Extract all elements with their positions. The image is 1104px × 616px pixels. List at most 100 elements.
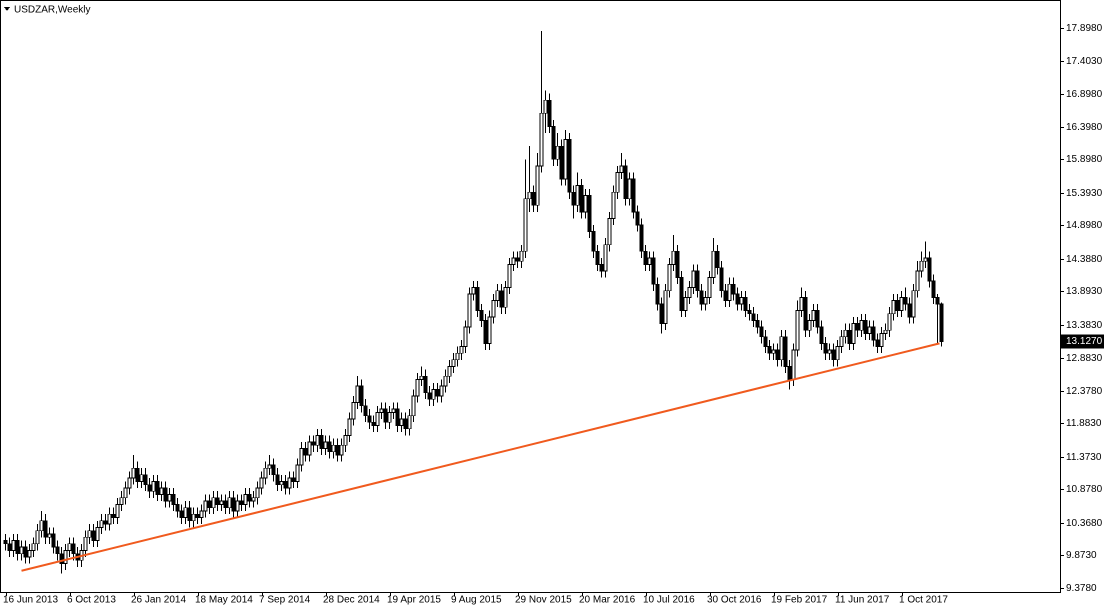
candle-body	[499, 290, 504, 308]
candle-body	[919, 260, 924, 272]
candle-body	[859, 319, 864, 331]
candle-body	[463, 326, 468, 348]
candle-body	[407, 415, 412, 430]
candle-body	[779, 336, 784, 361]
x-tick-label: 9 Aug 2015	[451, 595, 502, 606]
candle-body	[759, 326, 764, 338]
x-tick-label: 19 Feb 2017	[771, 595, 828, 606]
x-tick-label: 16 Jun 2013	[3, 595, 58, 606]
candle-body	[95, 526, 100, 541]
candle-body	[83, 536, 88, 551]
candle-body	[803, 296, 808, 331]
candle-body	[403, 418, 408, 430]
candle-body	[799, 296, 804, 311]
candle-body	[375, 411, 380, 426]
y-tick-label: 14.3880	[1066, 254, 1103, 265]
candle-body	[203, 500, 208, 512]
x-tick-label: 26 Jan 2014	[131, 595, 186, 606]
candle-body	[371, 421, 376, 426]
candle-body	[923, 257, 928, 262]
candle-body	[239, 500, 244, 505]
candle-body	[663, 290, 668, 325]
menu-arrow[interactable]	[4, 7, 10, 11]
candle-body	[111, 513, 116, 518]
candle-body	[427, 392, 432, 400]
x-tick-label: 20 Mar 2016	[579, 595, 636, 606]
candle-body	[811, 310, 816, 321]
candle-body	[451, 359, 456, 367]
y-tick-label: 11.3730	[1066, 452, 1102, 463]
candle-body	[319, 434, 324, 449]
candle-body	[59, 553, 64, 564]
candle-body	[411, 395, 416, 417]
candle-body	[727, 283, 732, 302]
candle-body	[615, 172, 620, 193]
candle-body	[711, 250, 716, 279]
candle-body	[543, 99, 548, 114]
candle-body	[907, 303, 912, 318]
trend-line	[21, 342, 940, 572]
candle-body	[563, 139, 568, 180]
candle-body	[151, 480, 156, 492]
candle-body	[271, 464, 276, 476]
candle-body	[715, 250, 720, 269]
candle-body	[847, 329, 852, 344]
x-tick-label: 7 Sep 2014	[259, 595, 311, 606]
candle-body	[471, 287, 476, 295]
x-tick-label: 30 Oct 2016	[707, 595, 762, 606]
candle-body	[515, 257, 520, 262]
candle-body	[791, 349, 796, 380]
candle-body	[351, 402, 356, 420]
candle-body	[627, 178, 632, 200]
candle-body	[507, 264, 512, 288]
candle-body	[839, 336, 844, 348]
candle-body	[31, 543, 36, 551]
candle-body	[163, 487, 168, 502]
candle-body	[587, 195, 592, 233]
candle-body	[887, 313, 892, 331]
candle-body	[255, 487, 260, 499]
candle-body	[591, 231, 596, 252]
candle-body	[419, 375, 424, 380]
x-tick-label: 1 Oct 2017	[899, 595, 948, 606]
candle-body	[135, 467, 140, 482]
candle-body	[331, 444, 336, 453]
candle-body	[259, 477, 264, 489]
candle-body	[743, 296, 748, 311]
candle-body	[679, 277, 684, 311]
candle-body	[27, 549, 32, 558]
candle-body	[443, 375, 448, 387]
y-tick-label: 9.8730	[1066, 550, 1097, 561]
candle-body	[863, 319, 868, 334]
y-tick-label: 16.3980	[1066, 122, 1103, 133]
candle-body	[595, 250, 600, 265]
candle-body	[39, 520, 44, 532]
candle-body	[771, 349, 776, 354]
candle-body	[783, 336, 788, 367]
candle-body	[399, 418, 404, 426]
candle-body	[227, 497, 232, 509]
y-tick-label: 17.8980	[1066, 23, 1103, 34]
candle-body	[19, 546, 24, 555]
candle-body	[179, 510, 184, 518]
candle-body	[675, 250, 680, 279]
candle-body	[843, 329, 848, 338]
candle-body	[183, 507, 188, 518]
y-tick-label: 15.3930	[1066, 188, 1103, 199]
candle-body	[335, 444, 340, 456]
candle-body	[231, 497, 236, 512]
y-tick-label: 12.8830	[1066, 353, 1103, 364]
candle-body	[455, 352, 460, 361]
candle-body	[551, 126, 556, 160]
candle-body	[683, 296, 688, 311]
candle-body	[391, 408, 396, 413]
candle-body	[275, 474, 280, 486]
candle-body	[831, 349, 836, 361]
candle-body	[307, 441, 312, 456]
candle-body	[899, 296, 904, 311]
candle-body	[155, 480, 160, 495]
y-tick-label: 15.8980	[1066, 154, 1103, 165]
x-tick-label: 19 Apr 2015	[387, 595, 441, 606]
candle-body	[871, 326, 876, 341]
